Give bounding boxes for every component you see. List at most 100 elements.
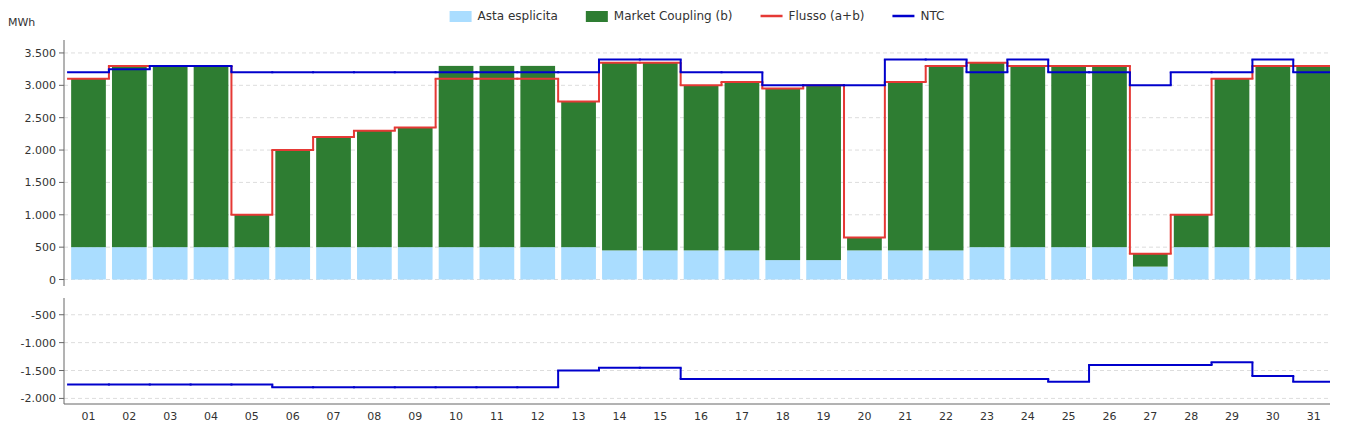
legend-swatch xyxy=(761,15,783,18)
step-segment xyxy=(1130,84,1171,86)
x-tick-label: 25 xyxy=(1062,410,1076,423)
bar xyxy=(1092,247,1127,279)
step-segment xyxy=(313,136,354,138)
bar xyxy=(71,247,106,279)
step-segment xyxy=(1130,364,1171,366)
x-tick-label: 02 xyxy=(122,410,136,423)
step-line xyxy=(68,59,1330,85)
grid-line xyxy=(64,398,1330,399)
bar xyxy=(1092,66,1127,247)
panel-0: 05001.0001.5002.0002.5003.0003.500MWh xyxy=(8,16,1334,287)
chart: 05001.0001.5002.0002.5003.0003.500MWhAst… xyxy=(0,0,1345,447)
x-tick-label: 11 xyxy=(490,410,504,423)
x-tick-label: 31 xyxy=(1307,410,1321,423)
legend-swatch xyxy=(586,11,608,22)
step-segment xyxy=(640,367,681,369)
bar xyxy=(439,66,474,247)
bar xyxy=(1255,247,1290,279)
step-segment xyxy=(762,378,803,380)
step-segment xyxy=(1212,78,1253,80)
step-segment xyxy=(926,378,967,380)
legend-item: NTC xyxy=(892,9,944,23)
step-segment xyxy=(191,65,232,67)
bar xyxy=(316,137,351,247)
legend: Asta esplicita Market Coupling (b) Flusso … xyxy=(450,9,945,23)
step-segment xyxy=(395,71,436,73)
x-tick-label: 08 xyxy=(367,410,381,423)
bar xyxy=(561,102,596,248)
step-segment xyxy=(272,149,313,151)
x-tick-label: 26 xyxy=(1102,410,1116,423)
x-tick-label: 05 xyxy=(245,410,259,423)
y-tick xyxy=(59,214,64,215)
step-segment xyxy=(517,386,558,388)
y-axis-label: MWh xyxy=(8,16,35,29)
y-tick-label: 500 xyxy=(35,241,56,254)
step-segment xyxy=(1252,58,1293,60)
step-segment xyxy=(231,71,272,73)
y-tick xyxy=(59,398,64,399)
step-segment xyxy=(1007,378,1048,380)
step-riser xyxy=(109,63,1293,254)
bar xyxy=(439,247,474,279)
y-tick-label: 3.000 xyxy=(25,79,57,92)
bar xyxy=(1296,247,1330,279)
legend-swatch xyxy=(892,15,914,18)
bar xyxy=(806,85,841,260)
bar xyxy=(765,89,800,261)
step-segment xyxy=(885,378,926,380)
y-tick-label: 0 xyxy=(49,274,56,287)
legend-item: Market Coupling (b) xyxy=(586,9,733,23)
legend-item: Asta esplicita xyxy=(450,9,558,23)
bar xyxy=(1051,247,1086,279)
step-segment xyxy=(926,58,967,60)
bar xyxy=(970,247,1005,279)
legend-label: Flusso (a+b) xyxy=(789,9,865,23)
step-segment xyxy=(803,378,844,380)
step-segment xyxy=(68,78,109,80)
y-tick-label: -500 xyxy=(31,309,56,322)
step-segment xyxy=(68,383,109,385)
bar xyxy=(1010,66,1045,247)
step-segment xyxy=(1007,58,1048,60)
step-segment xyxy=(517,78,558,80)
step-segment xyxy=(967,71,1008,73)
bar xyxy=(316,247,351,279)
legend-label: Asta esplicita xyxy=(478,9,558,23)
step-segment xyxy=(558,101,599,103)
y-tick xyxy=(59,247,64,248)
step-segment xyxy=(1212,71,1253,73)
bar xyxy=(725,250,760,279)
y-axis xyxy=(64,298,65,404)
x-tick-label: 06 xyxy=(286,410,300,423)
bar xyxy=(643,63,678,251)
step-segment xyxy=(109,68,150,70)
y-tick xyxy=(59,52,64,53)
bar xyxy=(1010,247,1045,279)
step-segment xyxy=(844,84,885,86)
y-tick-label: 1.500 xyxy=(25,176,57,189)
step-segment xyxy=(762,88,803,90)
step-segment xyxy=(231,214,272,216)
plot-area xyxy=(68,59,1330,279)
step-riser xyxy=(109,59,1293,85)
step-segment xyxy=(476,71,517,73)
step-segment xyxy=(1171,71,1212,73)
step-segment xyxy=(1252,65,1293,67)
grid-line xyxy=(64,52,1330,53)
bar xyxy=(929,250,964,279)
step-segment xyxy=(476,78,517,80)
step-segment xyxy=(967,378,1008,380)
step-segment xyxy=(885,58,926,60)
step-line xyxy=(68,63,1330,254)
step-segment xyxy=(354,386,395,388)
bar xyxy=(357,131,392,248)
x-tick-label: 07 xyxy=(327,410,341,423)
x-tick-label: 03 xyxy=(163,410,177,423)
panel-1: -2.000-1.500-1.000-500010203040506070809… xyxy=(21,298,1335,423)
legend-label: Market Coupling (b) xyxy=(614,9,733,23)
bar xyxy=(275,247,310,279)
bar xyxy=(275,150,310,247)
y-tick-label: 2.000 xyxy=(25,144,57,157)
step-segment xyxy=(1089,71,1130,73)
